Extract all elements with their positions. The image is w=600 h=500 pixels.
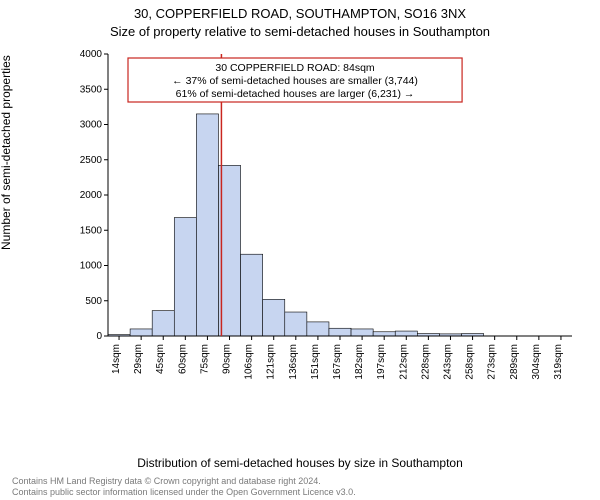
x-tick-label: 197sqm [376, 344, 387, 380]
infobox-line-1: 30 COPPERFIELD ROAD: 84sqm [215, 62, 375, 74]
x-tick-label: 182sqm [354, 344, 365, 380]
histogram-bar [395, 331, 417, 336]
histogram-bar [373, 332, 395, 336]
page-title-subtitle: Size of property relative to semi-detach… [0, 24, 600, 39]
svg-text:2500: 2500 [80, 155, 103, 166]
histogram-bar [241, 254, 263, 336]
x-tick-label: 319sqm [553, 344, 564, 380]
infobox-line-3: 61% of semi-detached houses are larger (… [176, 88, 415, 100]
x-tick-label: 273sqm [487, 344, 498, 380]
x-tick-label: 14sqm [111, 344, 122, 374]
svg-text:1500: 1500 [80, 225, 103, 236]
x-tick-label: 167sqm [332, 344, 343, 380]
x-tick-label: 212sqm [398, 344, 409, 380]
x-tick-label: 75sqm [199, 344, 210, 374]
histogram-bar [174, 218, 196, 336]
x-tick-label: 304sqm [531, 344, 542, 380]
histogram-bar [196, 114, 218, 336]
credit-line-1: Contains HM Land Registry data © Crown c… [12, 476, 356, 487]
x-tick-label: 228sqm [420, 344, 431, 380]
credit-line-2: Contains public sector information licen… [12, 487, 356, 498]
histogram-bar [152, 311, 174, 336]
x-tick-label: 289sqm [509, 344, 520, 380]
histogram-bar [130, 329, 152, 336]
x-tick-label: 151sqm [310, 344, 321, 380]
x-tick-label: 121sqm [266, 344, 277, 380]
x-tick-label: 258sqm [465, 344, 476, 380]
svg-text:0: 0 [96, 331, 102, 342]
license-credit: Contains HM Land Registry data © Crown c… [12, 476, 356, 498]
svg-text:3000: 3000 [80, 120, 103, 131]
histogram-bar [263, 299, 285, 336]
histogram-bar [329, 328, 351, 336]
svg-text:500: 500 [85, 296, 102, 307]
x-tick-label: 243sqm [442, 344, 453, 380]
x-tick-label: 106sqm [244, 344, 255, 380]
x-tick-label: 45sqm [155, 344, 166, 374]
page-title-address: 30, COPPERFIELD ROAD, SOUTHAMPTON, SO16 … [0, 6, 600, 21]
svg-text:1000: 1000 [80, 261, 103, 272]
x-tick-label: 60sqm [177, 344, 188, 374]
y-axis-label: Number of semi-detached properties [0, 55, 13, 250]
histogram-chart: 0 500 1000 1500 2000 2500 3000 3500 4000 14sqm 29s… [68, 46, 578, 396]
histogram-bar [351, 329, 373, 336]
histogram-bar [307, 322, 329, 336]
svg-text:2000: 2000 [80, 190, 103, 201]
x-tick-label: 29sqm [133, 344, 144, 374]
histogram-bar [285, 312, 307, 336]
x-tick-label: 90sqm [222, 344, 233, 374]
svg-text:4000: 4000 [80, 49, 103, 60]
x-tick-label: 136sqm [288, 344, 299, 380]
infobox-line-2: ← 37% of semi-detached houses are smalle… [172, 75, 418, 87]
x-axis-label: Distribution of semi-detached houses by … [0, 456, 600, 470]
svg-text:3500: 3500 [80, 84, 103, 95]
